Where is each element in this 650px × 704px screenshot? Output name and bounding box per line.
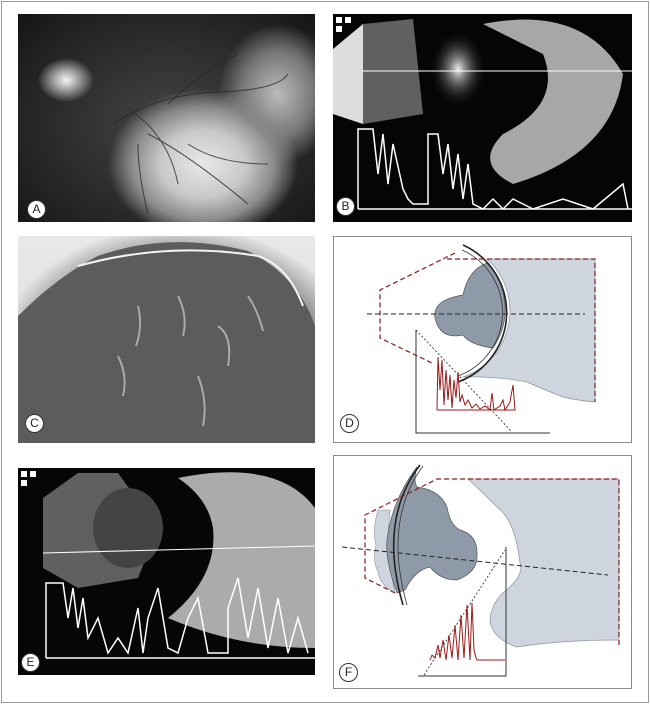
echo-axes bbox=[415, 330, 550, 434]
orbital-tissue bbox=[467, 478, 620, 648]
tumor-mass bbox=[386, 466, 478, 594]
panel-label-c: C bbox=[25, 414, 44, 433]
globe-wall-inner bbox=[457, 249, 503, 377]
echo-axes bbox=[418, 547, 507, 677]
tumor-mass bbox=[434, 262, 506, 349]
panel-label-e: E bbox=[21, 653, 40, 672]
echo-trace bbox=[429, 602, 505, 661]
ultrasound-b-image bbox=[333, 17, 632, 211]
diagram-d bbox=[367, 244, 596, 434]
globe-wall-inner bbox=[397, 465, 424, 606]
echo-trace bbox=[436, 356, 516, 412]
attenuation-line bbox=[415, 329, 513, 433]
panel-label-f: F bbox=[339, 663, 358, 682]
panel-label-b: B bbox=[336, 197, 355, 216]
scan-outline-dashed bbox=[364, 478, 620, 645]
histology-section bbox=[18, 242, 315, 443]
panel-a-fundus-photo: A bbox=[18, 14, 315, 222]
panel-f-diagram: F bbox=[333, 455, 632, 689]
diagram-f bbox=[341, 464, 620, 677]
attenuation-line bbox=[423, 549, 506, 676]
ultrasound-e-image bbox=[21, 471, 315, 659]
panel-b-ultrasound: B bbox=[333, 14, 632, 222]
panel-e-ultrasound: E bbox=[18, 468, 315, 675]
panel-label-d: D bbox=[340, 414, 359, 433]
orbital-tissue bbox=[462, 258, 596, 403]
globe-wall-outer bbox=[392, 464, 421, 606]
panel-label-a: A bbox=[27, 200, 46, 219]
panel-c-histology: C bbox=[18, 236, 315, 443]
beam-axis bbox=[341, 546, 609, 576]
panel-d-diagram: D bbox=[333, 236, 632, 443]
retinal-vessels bbox=[112, 53, 289, 215]
